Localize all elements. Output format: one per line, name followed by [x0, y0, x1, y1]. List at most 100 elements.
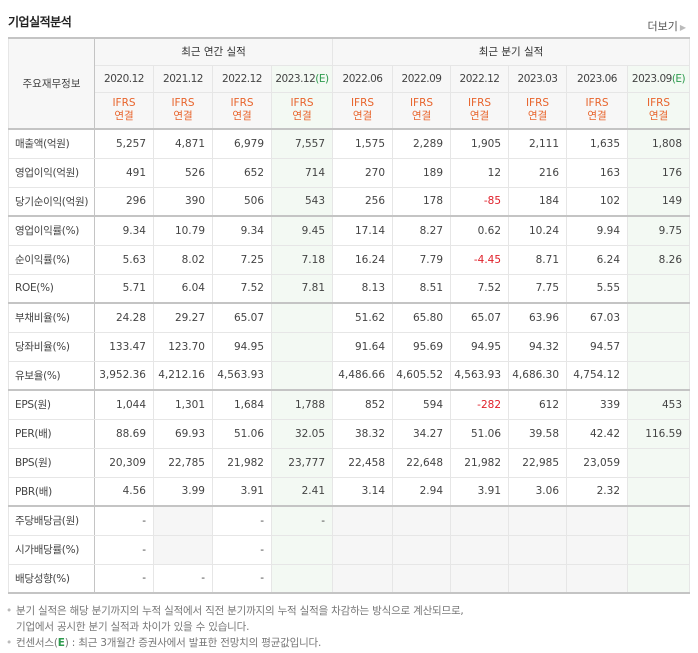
- table-cell: [627, 331, 691, 362]
- table-cell: 20,309: [94, 447, 154, 478]
- table-cell: [508, 534, 568, 565]
- table-cell: 8.27: [392, 215, 452, 246]
- table-cell: 4.56: [94, 476, 154, 507]
- table-cell: 1,635: [566, 128, 629, 159]
- more-link[interactable]: 더보기 ▶: [647, 18, 686, 34]
- table-cell: 184: [508, 186, 568, 217]
- period-label: 2023.06: [577, 72, 617, 85]
- table-cell: 65.07: [450, 302, 510, 333]
- table-cell: 21,982: [450, 447, 510, 478]
- ifrs-badge: IFRS 연결: [627, 91, 691, 130]
- table-row: 순이익률(%) 5.63 8.02 7.25 7.18 16.24 7.79 -4.45 8.7…: [8, 244, 691, 275]
- table-cell: 4,563.93: [212, 360, 272, 391]
- table-cell: [270, 302, 334, 333]
- row-label: 순이익률(%): [8, 244, 95, 275]
- row-label: 배당성향(%): [8, 563, 95, 594]
- note-1: • 분기 실적은 해당 분기까지의 누적 실적에서 직전 분기까지의 누적 실적을…: [6, 605, 464, 617]
- table-cell: 1,905: [450, 128, 510, 159]
- table-cell: [392, 563, 452, 594]
- table-cell: 7,557: [270, 128, 334, 159]
- group-annual: 최근 연간 실적: [93, 37, 334, 66]
- table-cell: 22,458: [332, 447, 394, 478]
- estimate-marker: (E): [671, 72, 686, 85]
- table-cell: 51.06: [212, 418, 272, 449]
- period-label: 2022.09: [401, 72, 442, 85]
- table-cell: 67.03: [566, 302, 629, 333]
- table-cell: 16.24: [332, 244, 394, 275]
- table-cell: 2,289: [392, 128, 452, 159]
- table-cell: 65.07: [212, 302, 272, 333]
- table-cell: 23,777: [270, 447, 334, 478]
- table-cell: 9.34: [94, 215, 154, 246]
- table-cell: 51.62: [332, 302, 394, 333]
- ifrs-badge: IFRS 연결: [270, 91, 334, 130]
- table-cell: 23,059: [566, 447, 629, 478]
- table-cell: -85: [450, 186, 510, 217]
- table-cell: 32.05: [270, 418, 334, 449]
- table-cell: 34.27: [392, 418, 452, 449]
- table-row: 유보율(%) 3,952.36 4,212.16 4,563.93 4,486.66 4,…: [8, 360, 691, 391]
- table-cell: 2.94: [392, 476, 452, 507]
- period-label: 2020.12: [104, 72, 144, 85]
- table-cell: 526: [153, 157, 213, 188]
- table-cell: 3.91: [212, 476, 272, 507]
- table-cell: 94.57: [566, 331, 629, 362]
- table-cell: -4.45: [450, 244, 510, 275]
- table-cell: 7.75: [508, 273, 568, 304]
- table-cell: 4,686.30: [508, 360, 568, 391]
- table-cell: 543: [270, 186, 334, 217]
- table-cell: 1,788: [270, 389, 334, 420]
- table-cell: -: [270, 505, 334, 536]
- period-header: 2023.03: [508, 64, 568, 93]
- table-cell: [450, 534, 510, 565]
- table-cell: 12: [450, 157, 510, 188]
- table-cell: [332, 563, 394, 594]
- table-cell: 88.69: [94, 418, 154, 449]
- period-header: 2022.12: [450, 64, 510, 93]
- table-cell: 3.91: [450, 476, 510, 507]
- table-cell: [508, 563, 568, 594]
- period-header: 2023.09(E): [627, 64, 691, 93]
- table-cell: -: [94, 505, 154, 536]
- table-cell: [508, 505, 568, 536]
- table-cell: -: [153, 563, 213, 594]
- table-cell: 24.28: [94, 302, 154, 333]
- table-cell: [566, 505, 629, 536]
- table-cell: 8.13: [332, 273, 394, 304]
- table-cell: -: [212, 505, 272, 536]
- period-header: 2021.12: [153, 64, 213, 93]
- row-label: ROE(%): [8, 273, 95, 304]
- table-cell: 10.24: [508, 215, 568, 246]
- table-cell: 4,486.66: [332, 360, 394, 391]
- table-cell: 270: [332, 157, 394, 188]
- table-cell: 339: [566, 389, 629, 420]
- row-label: EPS(원): [8, 389, 95, 420]
- table-cell: 189: [392, 157, 452, 188]
- ifrs-badge: IFRS 연결: [94, 91, 154, 130]
- table-cell: [270, 331, 334, 362]
- table-cell: 116.59: [627, 418, 691, 449]
- table-cell: 7.18: [270, 244, 334, 275]
- row-label: 영업이익률(%): [8, 215, 95, 246]
- table-row: 영업이익률(%) 9.34 10.79 9.34 9.45 17.14 8.27 0.62 10…: [8, 215, 691, 246]
- table-cell: [627, 505, 691, 536]
- period-label: 2022.06: [342, 72, 383, 85]
- table-cell: 852: [332, 389, 394, 420]
- table-cell: 22,648: [392, 447, 452, 478]
- table-cell: 5.63: [94, 244, 154, 275]
- section-title: 기업실적분석: [8, 15, 72, 29]
- table-cell: 176: [627, 157, 691, 188]
- table-cell: 5.71: [94, 273, 154, 304]
- table-cell: 3.99: [153, 476, 213, 507]
- table-cell: 491: [94, 157, 154, 188]
- table-cell: 714: [270, 157, 334, 188]
- table-cell: [332, 505, 394, 536]
- table-cell: 38.32: [332, 418, 394, 449]
- table-cell: 1,808: [627, 128, 691, 159]
- table-cell: 133.47: [94, 331, 154, 362]
- table-cell: 95.69: [392, 331, 452, 362]
- table-cell: [153, 505, 213, 536]
- group-quarterly: 최근 분기 실적: [332, 37, 691, 66]
- period-label: 2022.12: [222, 72, 262, 85]
- table-cell: 10.79: [153, 215, 213, 246]
